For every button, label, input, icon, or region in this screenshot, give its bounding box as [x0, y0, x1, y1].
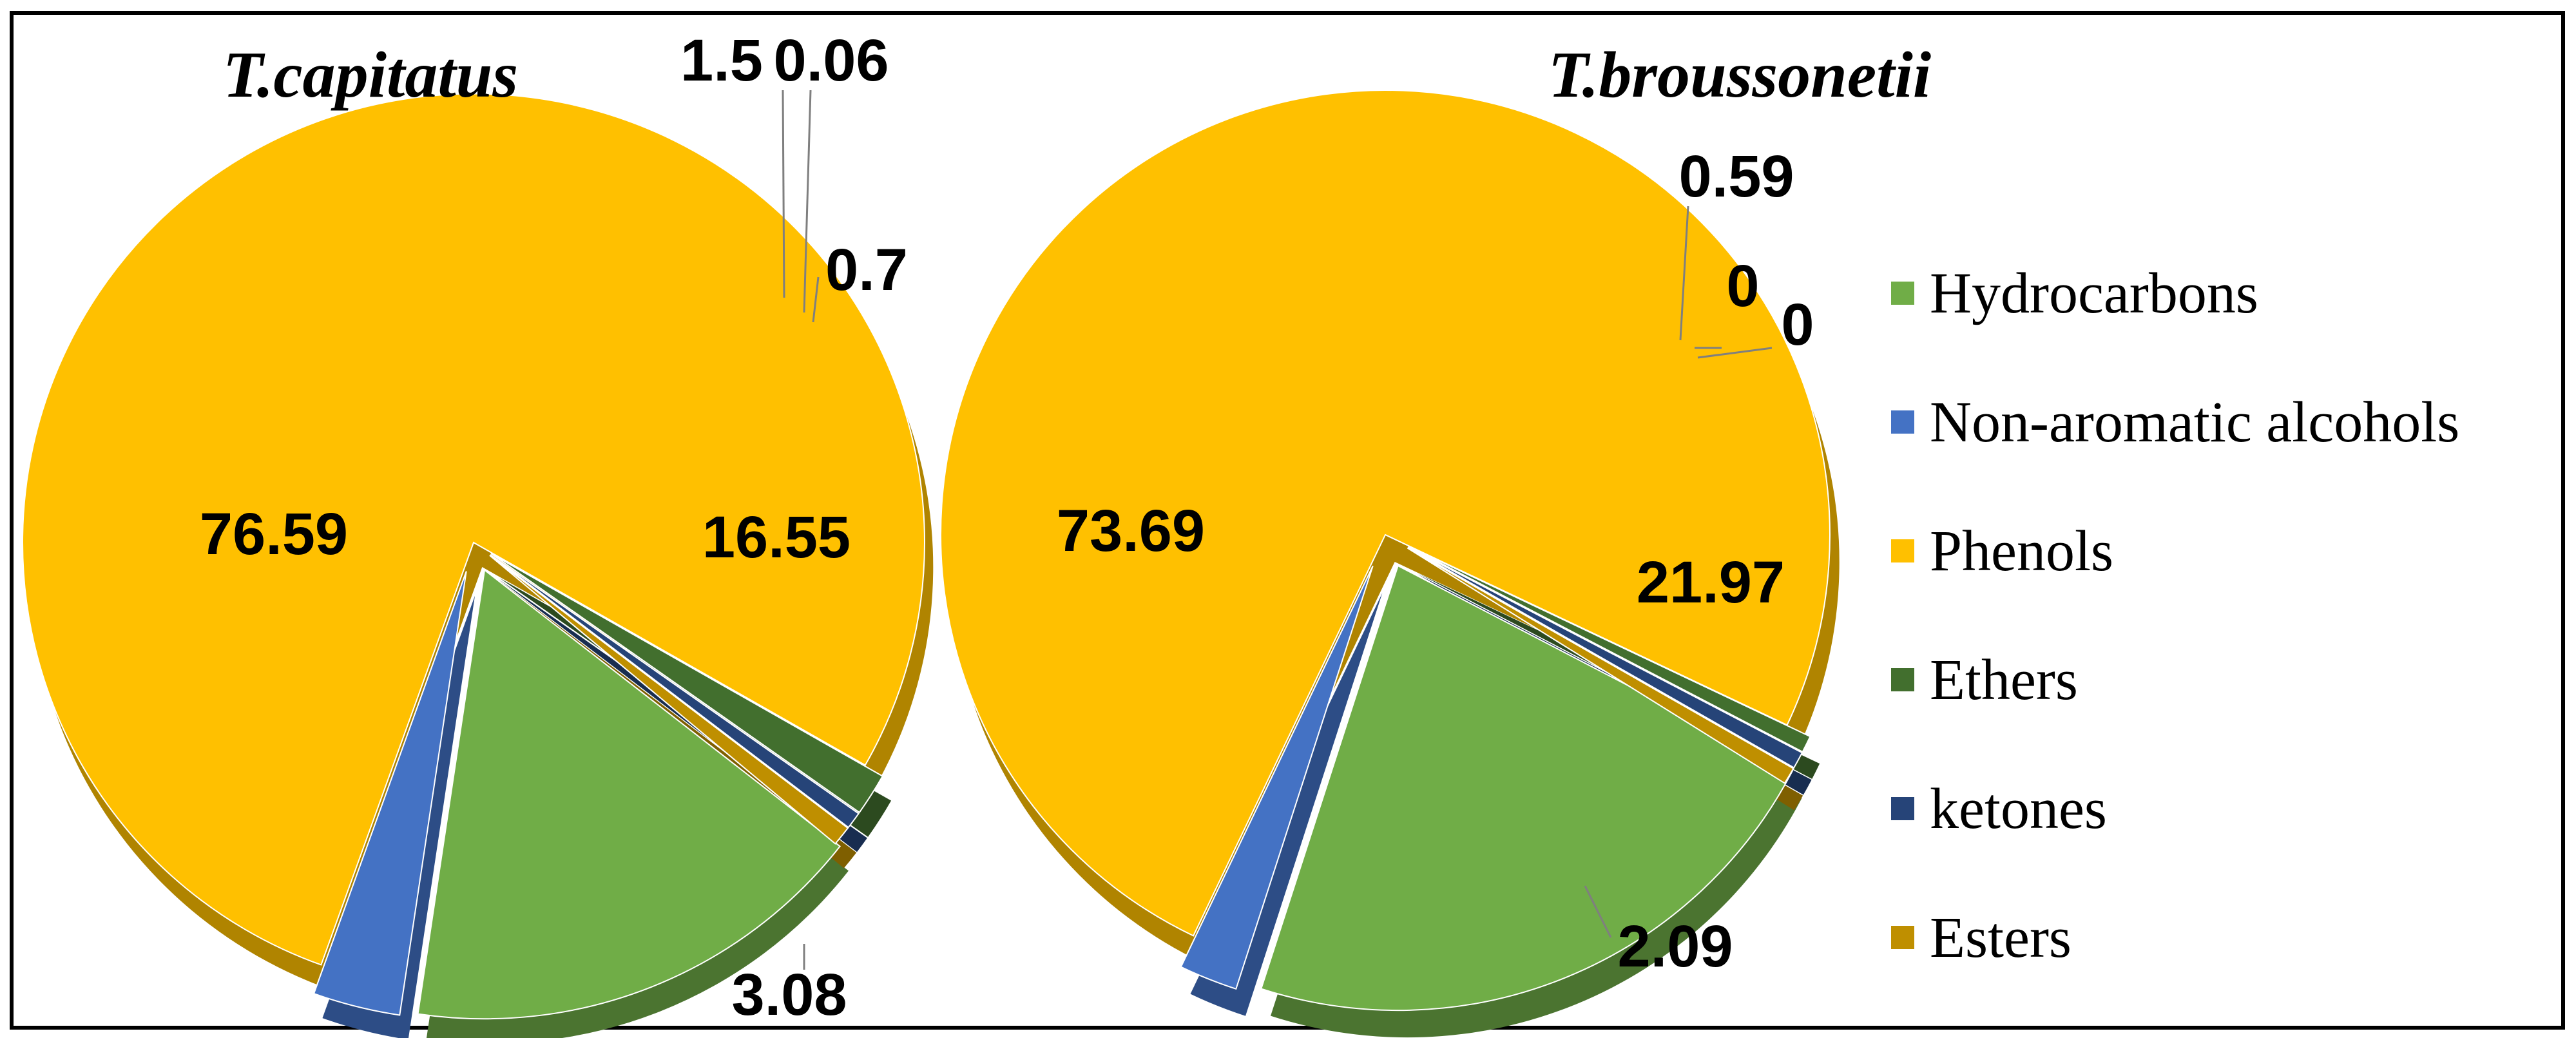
- leader-line-t-capitatus-ethers: [782, 90, 785, 298]
- legend-label-non-aromatic-alcohols: Non-aromatic alcohols: [1930, 390, 2459, 454]
- legend-label-hydrocarbons: Hydrocarbons: [1930, 262, 2258, 325]
- data-label-t-capitatus-non-aromatic-alcohols: 3.08: [731, 962, 847, 1028]
- leader-line-t-broussonetii-ethers: [1679, 206, 1689, 341]
- legend-swatch-phenols: [1891, 539, 1914, 562]
- data-label-t-broussonetii-hydrocarbons: 21.97: [1637, 550, 1785, 615]
- leader-line-t-capitatus-esters: [812, 276, 820, 323]
- pie-slice-t-broussonetii-non-aromatic-alcohols: [1180, 565, 1374, 990]
- legend-item-phenols: Phenols: [1891, 519, 2113, 583]
- pie-slice-t-capitatus-phenols: [22, 93, 925, 966]
- legend-item-non-aromatic-alcohols: Non-aromatic alcohols: [1891, 390, 2459, 454]
- pie-slice-t-capitatus-ethers: [490, 553, 884, 814]
- data-label-t-capitatus-esters: 0.7: [825, 237, 908, 303]
- legend-item-ethers: Ethers: [1891, 648, 2078, 712]
- legend-label-ketones: ketones: [1930, 777, 2107, 841]
- data-label-t-broussonetii-phenols: 73.69: [1057, 498, 1205, 564]
- pie-title-t-broussonetii: T.broussonetii: [1548, 39, 1931, 111]
- pie-chart-t-capitatus: 16.55 3.08 76.59 1.5 0.06 0.7 T.capitatus: [22, 28, 934, 1038]
- pie-slice-t-broussonetii-ketones: [1407, 546, 1803, 769]
- pie-slice-t-broussonetii-esters: [1407, 547, 1794, 784]
- data-label-t-capitatus-ethers: 1.5: [680, 28, 763, 93]
- pie-slice-t-broussonetii-hydrocarbons: [1260, 564, 1794, 1012]
- pie-slice-t-broussonetii-ethers: [1408, 545, 1811, 753]
- legend-label-esters: Esters: [1930, 906, 2071, 970]
- data-label-t-broussonetii-non-aromatic-alcohols: 2.09: [1617, 914, 1733, 979]
- legend-swatch-non-aromatic-alcohols: [1891, 410, 1914, 434]
- legend-item-esters: Esters: [1891, 906, 2071, 970]
- pie-chart-t-broussonetii: 21.97 2.09 73.69 0.59 00 T.broussonetii: [940, 39, 1931, 1038]
- legend-item-hydrocarbons: Hydrocarbons: [1891, 262, 2258, 325]
- leader-line-t-capitatus-ketones: [803, 90, 812, 313]
- data-label-t-capitatus-ketones: 0.06: [773, 28, 889, 93]
- legend-swatch-hydrocarbons: [1891, 282, 1914, 305]
- data-label-t-capitatus-phenols: 76.59: [200, 501, 348, 567]
- leader-line-t-broussonetii-non-aromatic-alcohols: [1584, 885, 1612, 938]
- data-label-t-broussonetii-ethers: 0.59: [1678, 144, 1794, 209]
- pie-slice-t-capitatus-hydrocarbons: [417, 568, 841, 1020]
- leader-line-t-broussonetii-esters: [1697, 347, 1773, 359]
- pie-slice-t-broussonetii-phenols: [940, 90, 1831, 937]
- legend-label-phenols: Phenols: [1930, 519, 2113, 583]
- pie-slice-t-capitatus-esters: [489, 555, 849, 845]
- pie-title-t-capitatus: T.capitatus: [223, 39, 518, 111]
- data-label-t-capitatus-hydrocarbons: 16.55: [702, 505, 851, 570]
- legend-swatch-esters: [1891, 926, 1914, 949]
- pie-slice-t-capitatus-non-aromatic-alcohols: [312, 571, 467, 1016]
- data-label-t-broussonetii-ketones: 0: [1726, 253, 1759, 319]
- legend: Hydrocarbons Non-aromatic alcohols Pheno…: [1891, 262, 2459, 970]
- legend-swatch-ethers: [1891, 668, 1914, 691]
- legend-item-ketones: ketones: [1891, 777, 2107, 841]
- pie-slice-t-capitatus-ketones: [490, 554, 860, 829]
- legend-label-ethers: Ethers: [1930, 648, 2078, 712]
- legend-swatch-ketones: [1891, 797, 1914, 820]
- data-label-t-broussonetii-esters: 0: [1781, 292, 1814, 358]
